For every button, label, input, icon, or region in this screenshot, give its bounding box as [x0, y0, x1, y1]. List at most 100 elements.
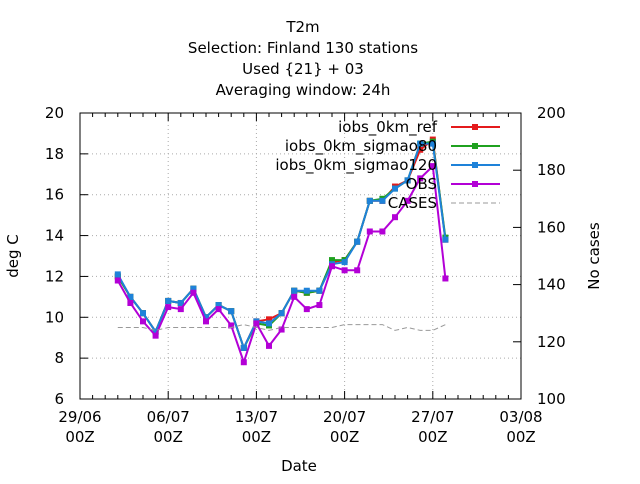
data-point: [366, 228, 373, 235]
x-tick-label-hour: 00Z: [506, 428, 535, 446]
data-point: [240, 344, 247, 351]
chart-title-line: Used {21} + 03: [242, 60, 364, 78]
legend-label: CASES: [388, 194, 437, 212]
legend-swatch-marker: [472, 162, 478, 168]
y-tick-label: 20: [45, 104, 64, 122]
legend-label: OBS: [406, 175, 437, 193]
chart-title-line: T2m: [285, 18, 319, 36]
y2-tick-label: 140: [537, 276, 566, 294]
data-point: [442, 275, 449, 282]
data-point: [177, 299, 184, 306]
data-point: [266, 316, 272, 323]
x-tick-label-hour: 00Z: [242, 428, 271, 446]
y2-tick-label: 160: [537, 218, 566, 236]
data-point: [190, 289, 197, 296]
data-point: [379, 228, 386, 235]
data-point: [366, 197, 373, 204]
y2-tick-label: 120: [537, 333, 566, 351]
data-point: [404, 177, 411, 184]
y-tick-label: 6: [54, 390, 64, 408]
data-point: [354, 238, 361, 245]
data-point: [266, 342, 272, 349]
x-tick-label-date: 03/08: [499, 408, 542, 426]
plot-frame: [79, 112, 522, 400]
data-point: [316, 287, 323, 294]
legend-swatch-marker: [472, 124, 478, 130]
series-line-cases: [117, 324, 446, 331]
data-point: [165, 297, 172, 304]
data-point: [240, 359, 247, 366]
y-tick-label: 18: [45, 145, 64, 163]
data-point: [442, 236, 449, 243]
data-point: [203, 314, 209, 321]
data-point: [278, 310, 285, 317]
data-point: [127, 293, 134, 300]
x-tick-label-hour: 00Z: [154, 428, 183, 446]
data-point: [152, 332, 159, 339]
y-tick-label: 12: [45, 267, 64, 285]
y2-axis-label: No cases: [585, 222, 603, 290]
data-point: [429, 163, 436, 170]
x-tick-label-hour: 00Z: [65, 428, 94, 446]
data-point: [127, 299, 134, 306]
y-tick-label: 14: [45, 227, 64, 245]
y2-tick-label: 100: [537, 390, 566, 408]
data-point: [379, 197, 386, 204]
data-point: [291, 293, 298, 300]
x-tick-label-date: 29/06: [58, 408, 101, 426]
x-tick-label-date: 13/07: [235, 408, 278, 426]
legend-label: iobs_0km_ref: [338, 118, 438, 137]
y-tick-label: 8: [54, 349, 64, 367]
data-point: [140, 310, 146, 317]
y-axis-label: deg C: [4, 234, 22, 278]
data-point: [228, 308, 235, 315]
data-point: [303, 287, 310, 294]
legend-swatch-marker: [472, 181, 478, 187]
data-point: [392, 214, 398, 221]
data-point: [392, 185, 398, 192]
y-tick-label: 10: [45, 308, 64, 326]
y-tick-label: 16: [45, 186, 64, 204]
data-point: [152, 328, 159, 335]
data-point: [429, 140, 436, 147]
data-point: [228, 322, 235, 329]
data-point: [253, 320, 260, 327]
data-point: [341, 267, 348, 274]
x-tick-label-hour: 00Z: [330, 428, 359, 446]
legend-swatch-marker: [472, 143, 478, 149]
data-point: [329, 263, 335, 270]
data-point: [354, 267, 361, 274]
data-point: [140, 318, 146, 325]
data-point: [190, 285, 197, 292]
x-tick-label-date: 06/07: [147, 408, 190, 426]
data-point: [215, 302, 222, 309]
legend-label: iobs_0km_sigmao80: [285, 137, 437, 156]
x-axis-label: Date: [281, 457, 317, 475]
y2-tick-label: 200: [537, 104, 566, 122]
data-point: [303, 306, 310, 313]
chart-title-line: Selection: Finland 130 stations: [188, 39, 418, 57]
data-point: [203, 318, 209, 325]
x-tick-label-date: 27/07: [411, 408, 454, 426]
x-tick-label-hour: 00Z: [418, 428, 447, 446]
data-point: [278, 326, 285, 333]
data-point: [341, 259, 348, 266]
chart-title-line: Averaging window: 24h: [216, 81, 391, 99]
data-point: [215, 306, 222, 313]
data-point: [417, 140, 424, 147]
data-point: [404, 197, 411, 204]
data-point: [165, 304, 172, 311]
data-point: [417, 175, 424, 182]
data-point: [114, 271, 121, 278]
data-point: [417, 146, 424, 153]
data-point: [114, 277, 121, 284]
data-point: [266, 320, 272, 327]
data-point: [329, 257, 335, 264]
data-point: [177, 306, 184, 313]
legend-label: iobs_0km_sigmao120: [275, 156, 437, 175]
y2-tick-label: 180: [537, 161, 566, 179]
data-point: [316, 302, 323, 309]
data-point: [291, 287, 298, 294]
